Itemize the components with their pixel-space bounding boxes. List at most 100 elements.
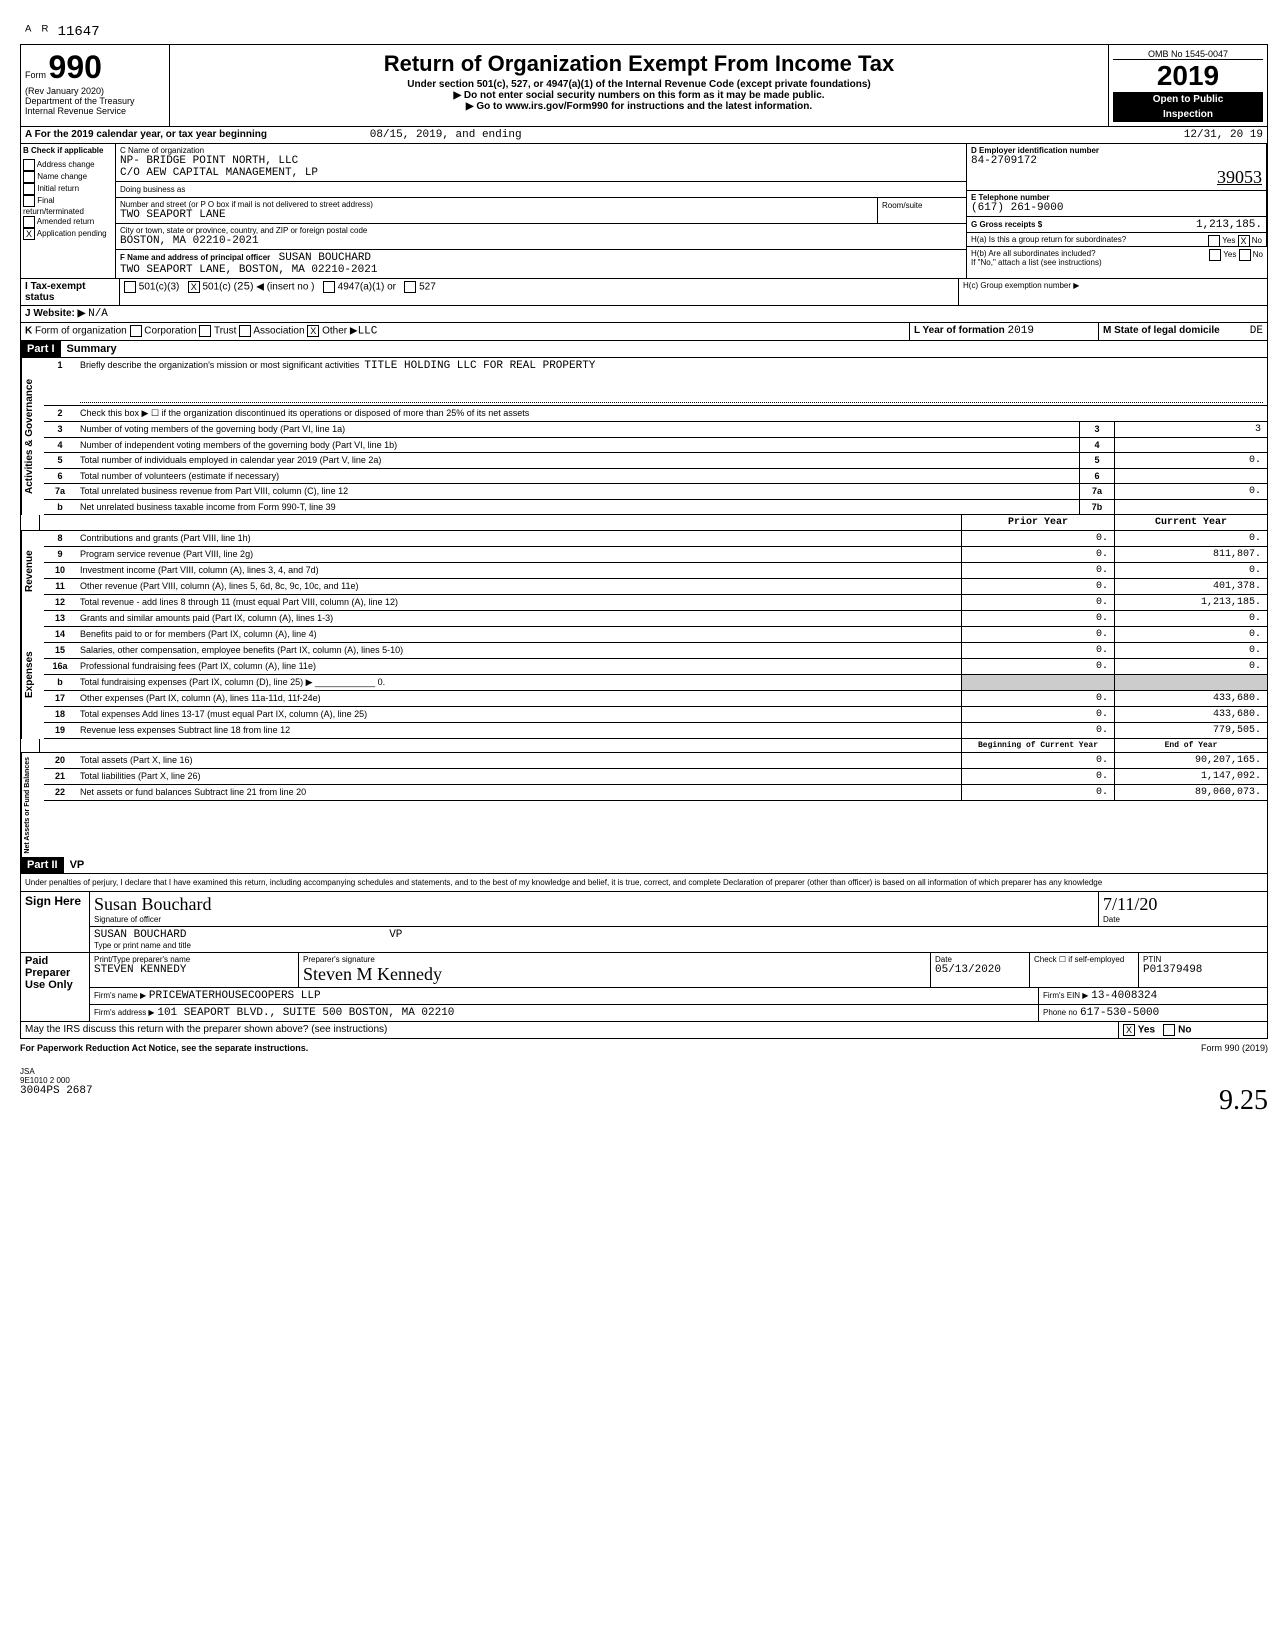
- form-number: 990: [49, 49, 102, 85]
- section-b: B Check if applicable Address change Nam…: [21, 144, 116, 278]
- identity-block: B Check if applicable Address change Nam…: [21, 144, 1267, 279]
- summary-line: 22 Net assets or fund balances Subtract …: [44, 785, 1267, 801]
- summary-line: 12 Total revenue - add lines 8 through 1…: [44, 595, 1267, 611]
- cb-initial[interactable]: [23, 183, 35, 195]
- signer-name: SUSAN BOUCHARD: [94, 929, 186, 941]
- summary-line: 21 Total liabilities (Part X, line 26) 0…: [44, 769, 1267, 785]
- right-col: D Employer identification number 84-2709…: [966, 144, 1267, 278]
- year-formation: 2019: [1008, 325, 1034, 337]
- website-label: Website: ▶: [33, 308, 85, 319]
- period-end: 12/31, 20 19: [1184, 129, 1263, 141]
- vert-gov: Activities & Governance: [21, 358, 44, 515]
- cb-name-label: Name change: [37, 172, 87, 181]
- cb-trust[interactable]: [199, 325, 211, 337]
- governance-line: 4 Number of independent voting members o…: [44, 438, 1267, 453]
- form-subtitle3: ▶ Go to www.irs.gov/Form990 for instruct…: [174, 101, 1104, 112]
- period-begin: 08/15, 2019, and ending: [370, 129, 522, 141]
- opt-501c-num: 25: [237, 282, 250, 294]
- vert-exp: Expenses: [21, 611, 44, 739]
- discuss-no[interactable]: [1163, 1024, 1175, 1036]
- cb-address-label: Address change: [37, 160, 95, 169]
- summary-line: 17 Other expenses (Part IX, column (A), …: [44, 691, 1267, 707]
- governance-line: 5 Total number of individuals employed i…: [44, 453, 1267, 469]
- summary-line: 13 Grants and similar amounts paid (Part…: [44, 611, 1267, 627]
- summary-line: 10 Investment income (Part VIII, column …: [44, 563, 1267, 579]
- prep-sig-label: Preparer's signature: [303, 955, 926, 964]
- part1-header: Part I: [21, 341, 61, 357]
- signer-title: VP: [389, 929, 402, 941]
- cb-501c3[interactable]: [124, 281, 136, 293]
- omb-number: OMB No 1545-0047: [1113, 49, 1263, 60]
- cb-address[interactable]: [23, 159, 35, 171]
- part2-header: Part II: [21, 857, 64, 873]
- cb-501c[interactable]: X: [188, 281, 200, 293]
- hb-yes[interactable]: [1209, 249, 1221, 261]
- governance-line: 6 Total number of volunteers (estimate i…: [44, 469, 1267, 484]
- cb-527[interactable]: [404, 281, 416, 293]
- vert-net: Net Assets or Fund Balances: [21, 753, 44, 858]
- officer-name: SUSAN BOUCHARD: [279, 252, 371, 264]
- opt-527: 527: [419, 282, 436, 293]
- summary-line: 11 Other revenue (Part VIII, column (A),…: [44, 579, 1267, 595]
- cb-amended-label: Amended return: [37, 217, 94, 226]
- firm-addr-label: Firm's address ▶: [94, 1008, 155, 1017]
- prior-current-header: Prior Year Current Year: [21, 515, 1267, 531]
- form-rev: (Rev January 2020): [25, 86, 104, 96]
- jsa-block: JSA 9E1010 2 000 3004PS 2687 9.25: [20, 1067, 1268, 1117]
- cb-name[interactable]: [23, 171, 35, 183]
- cb-final[interactable]: [23, 195, 35, 207]
- part1-header-row: Part I Summary: [21, 341, 1267, 358]
- cb-app-pending[interactable]: X: [23, 228, 35, 240]
- section-f-label: F Name and address of principal officer: [120, 253, 270, 262]
- governance-line: b Net unrelated business taxable income …: [44, 500, 1267, 515]
- omb-cell: OMB No 1545-0047 2019 Open to Public Ins…: [1109, 45, 1267, 126]
- cb-app-pending-label: Application pending: [37, 229, 107, 238]
- sign-here-label: Sign Here: [21, 892, 90, 952]
- ha-yes[interactable]: [1208, 235, 1220, 247]
- part1-body: Activities & Governance 1 Briefly descri…: [21, 358, 1267, 515]
- dba-label: Doing business as: [120, 185, 185, 194]
- ha-no[interactable]: X: [1238, 235, 1250, 247]
- opt-501c3: 501(c)(3): [139, 282, 180, 293]
- domicile: DE: [1250, 325, 1263, 337]
- discuss-yes[interactable]: X: [1123, 1024, 1135, 1036]
- tax-year: 2019: [1113, 60, 1263, 92]
- jsa: JSA: [20, 1067, 1268, 1076]
- website: N/A: [88, 308, 108, 320]
- cb-assoc[interactable]: [239, 325, 251, 337]
- cb-4947[interactable]: [323, 281, 335, 293]
- sig-label: Signature of officer: [94, 915, 1094, 924]
- firm-phone-label: Phone no: [1043, 1008, 1077, 1017]
- section-b-label: B Check if applicable: [23, 146, 113, 155]
- phone-label: E Telephone number: [971, 193, 1262, 202]
- discuss-label: May the IRS discuss this return with the…: [25, 1024, 387, 1035]
- period-row: A For the 2019 calendar year, or tax yea…: [21, 127, 1267, 144]
- opt-trust: Trust: [214, 326, 236, 337]
- hb-label: H(b) Are all subordinates included?: [971, 249, 1096, 258]
- begin-year-header: Beginning of Current Year: [961, 739, 1114, 752]
- city-label: City or town, state or province, country…: [120, 226, 962, 235]
- cb-corp[interactable]: [130, 325, 142, 337]
- self-emp-label: Check ☐ if self-employed: [1030, 953, 1139, 987]
- org-name: NP- BRIDGE POINT NORTH, LLC: [120, 155, 962, 167]
- cb-other[interactable]: X: [307, 325, 319, 337]
- part2-header-row: Part II VP: [21, 857, 1267, 874]
- date-label: Date: [1103, 915, 1263, 924]
- cb-amended[interactable]: [23, 216, 35, 228]
- summary-line: 8 Contributions and grants (Part VIII, l…: [44, 531, 1267, 547]
- code1: 9E1010 2 000: [20, 1076, 1268, 1085]
- net-header: Beginning of Current Year End of Year: [21, 739, 1267, 753]
- other-val: LLC: [358, 326, 378, 338]
- part1-title: Summary: [61, 341, 123, 357]
- code2: 3004PS 2687: [20, 1085, 93, 1117]
- hb-no[interactable]: [1239, 249, 1251, 261]
- vert-rev: Revenue: [21, 531, 44, 611]
- opt-corp: Corporation: [144, 326, 196, 337]
- summary-line: 16a Professional fundraising fees (Part …: [44, 659, 1267, 675]
- website-row: J Website: ▶ N/A: [21, 306, 1267, 323]
- firm-name-label: Firm's name ▶: [94, 991, 146, 1000]
- line2: Check this box ▶ ☐ if the organization d…: [76, 406, 1267, 421]
- ptin-label: PTIN: [1143, 955, 1263, 964]
- form-subtitle2: ▶ Do not enter social security numbers o…: [174, 90, 1104, 101]
- street-label: Number and street (or P O box if mail is…: [120, 200, 873, 209]
